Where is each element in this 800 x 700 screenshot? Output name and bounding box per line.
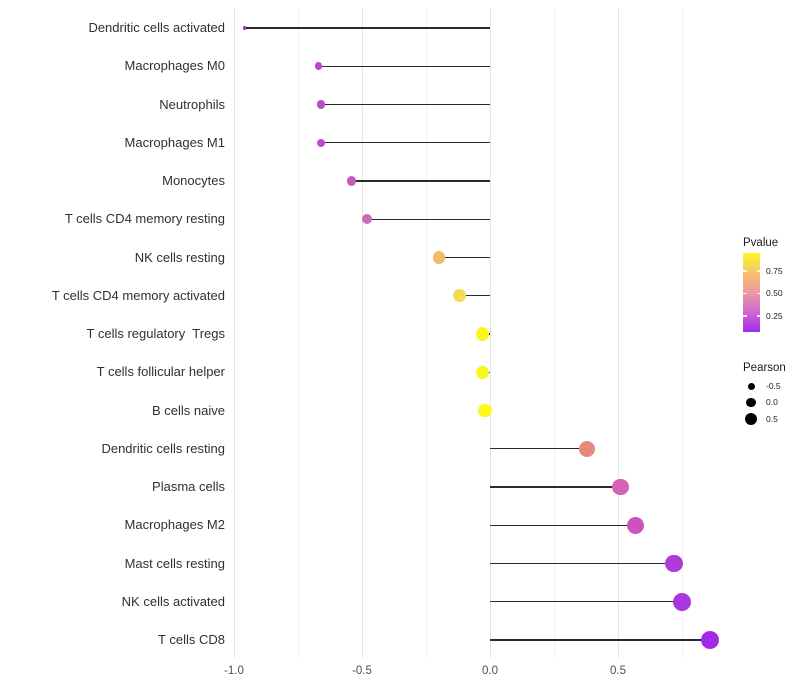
lollipop-dot <box>432 251 445 264</box>
colorbar-tick-mark <box>743 315 747 317</box>
pearson-legend-dot <box>746 397 756 408</box>
category-label: Monocytes <box>162 173 225 188</box>
pvalue-legend-title: Pvalue <box>743 237 779 249</box>
gridline-major <box>617 8 619 658</box>
lollipop-dot <box>475 327 490 341</box>
pearson-legend-dot <box>747 382 755 390</box>
lollipop-stem <box>438 256 490 259</box>
colorbar-tick-mark <box>756 270 760 272</box>
colorbar-tick-mark <box>756 315 760 317</box>
x-tick-label: -0.5 <box>352 665 372 677</box>
colorbar-tick-label: 0.50 <box>766 288 783 298</box>
pearson-legend-label: 0.5 <box>766 413 778 424</box>
category-label: Plasma cells <box>152 479 225 494</box>
gridline-major <box>361 8 363 658</box>
gridline-minor <box>681 8 683 658</box>
lollipop-dot <box>317 138 326 147</box>
lollipop-dot <box>452 289 466 303</box>
lollipop-dot <box>317 100 326 109</box>
lollipop-stem <box>367 218 490 220</box>
lollipop-stem <box>321 142 490 144</box>
category-label: Macrophages M2 <box>124 517 225 533</box>
category-label: T cells CD8 <box>158 632 225 647</box>
x-tick-label: 0.5 <box>610 665 626 677</box>
lollipop-stem <box>490 486 621 488</box>
category-label: B cells naive <box>152 402 225 418</box>
lollipop-stem <box>459 295 490 297</box>
lollipop-stem <box>321 103 490 106</box>
lollipop-dot <box>665 554 684 573</box>
category-label: NK cells activated <box>121 593 225 609</box>
lollipop-stem <box>351 180 490 182</box>
lollipop-stem <box>318 65 490 67</box>
lollipop-stem <box>490 639 711 641</box>
gridline-minor <box>553 8 555 658</box>
colorbar-tick-label: 0.75 <box>766 265 783 276</box>
lollipop-stem <box>490 448 588 450</box>
lollipop-dot <box>612 478 629 496</box>
lollipop-dot <box>672 592 691 611</box>
pearson-legend-title: Pearson <box>743 362 786 374</box>
lollipop-stem <box>490 562 675 565</box>
lollipop-stem <box>244 27 490 29</box>
pearson-legend-dot <box>745 413 757 425</box>
lollipop-dot <box>314 62 323 71</box>
lollipop-dot <box>347 176 357 186</box>
lollipop-stem <box>490 524 636 526</box>
x-tick-label: -1.0 <box>224 665 244 677</box>
colorbar-tick-mark <box>756 292 760 295</box>
colorbar-tick-mark <box>743 270 747 272</box>
lollipop-dot <box>475 365 490 379</box>
category-label: T cells regulatory Tregs <box>86 326 225 341</box>
category-label: T cells follicular helper <box>96 364 225 380</box>
gridline-major <box>233 8 235 658</box>
category-label: T cells CD4 memory resting <box>64 211 225 227</box>
category-label: Macrophages M0 <box>124 58 225 74</box>
lollipop-dot <box>362 214 373 225</box>
category-label: Macrophages M1 <box>124 134 225 150</box>
lollipop-dot <box>242 26 246 30</box>
category-label: NK cells resting <box>134 249 225 265</box>
category-label: T cells CD4 memory activated <box>51 287 225 303</box>
colorbar-tick-mark <box>743 292 747 295</box>
gridline-minor <box>297 8 299 658</box>
lollipop-dot <box>579 440 596 457</box>
lollipop-dot <box>478 403 492 418</box>
gridline-major <box>489 8 491 658</box>
lollipop-stem <box>490 601 682 603</box>
category-label: Dendritic cells activated <box>88 20 225 35</box>
lollipop-dot <box>627 516 645 534</box>
x-tick-label: 0.0 <box>482 665 498 677</box>
pvalue-colorbar <box>743 253 760 332</box>
pearson-legend-label: 0.0 <box>766 397 778 407</box>
category-label: Dendritic cells resting <box>101 440 225 456</box>
category-label: Neutrophils <box>159 96 225 112</box>
pearson-legend-label: -0.5 <box>766 380 781 391</box>
category-label: Mast cells resting <box>124 555 225 571</box>
lollipop-dot <box>700 630 720 650</box>
gridline-minor <box>425 8 427 658</box>
colorbar-tick-label: 0.25 <box>766 310 783 321</box>
